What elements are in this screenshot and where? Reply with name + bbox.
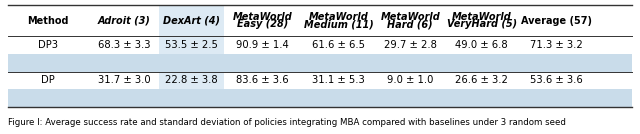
Text: 23.8 ± 1.3: 23.8 ± 1.3: [384, 93, 436, 103]
Text: 79.7 ± 0.7: 79.7 ± 0.7: [97, 58, 150, 68]
Text: 68.3 ± 3.3: 68.3 ± 3.3: [98, 40, 150, 50]
Text: MetaWorld: MetaWorld: [452, 12, 511, 22]
Text: MetaWorld: MetaWorld: [380, 12, 440, 22]
Text: Easy (28): Easy (28): [237, 19, 288, 29]
Text: 29.7 ± 2.8: 29.7 ± 2.8: [384, 40, 436, 50]
Text: 64.0 ± 3.0: 64.0 ± 3.0: [98, 93, 150, 103]
Text: Adroit (3): Adroit (3): [97, 16, 150, 26]
Text: 84.9 ± 1.2: 84.9 ± 1.2: [236, 93, 289, 103]
Text: 79.8 ± 1.2: 79.8 ± 1.2: [455, 93, 508, 103]
Text: DP w. MBA: DP w. MBA: [22, 93, 75, 103]
Text: 31.7 ± 3.0: 31.7 ± 3.0: [97, 75, 150, 85]
Text: 67.8 ± 2.0: 67.8 ± 2.0: [531, 93, 583, 103]
Text: MetaWorld: MetaWorld: [233, 12, 292, 22]
Text: 53.6 ± 3.6: 53.6 ± 3.6: [531, 75, 583, 85]
Text: 57.8 ± 4.4: 57.8 ± 4.4: [312, 93, 365, 103]
Text: VeryHard (5): VeryHard (5): [447, 19, 517, 29]
Text: Method: Method: [28, 16, 69, 26]
Text: 52.3 ± 2.8: 52.3 ± 2.8: [165, 58, 218, 68]
Text: DP3: DP3: [38, 40, 58, 50]
Text: 9.0 ± 1.0: 9.0 ± 1.0: [387, 75, 433, 85]
Text: 86.8 ± 1.6: 86.8 ± 1.6: [456, 58, 508, 68]
Text: 92.5 ± 1.1: 92.5 ± 1.1: [236, 58, 289, 68]
Text: 90.9 ± 1.4: 90.9 ± 1.4: [236, 40, 289, 50]
Text: DexArt (4): DexArt (4): [163, 16, 220, 26]
Text: DP3 w. MBA: DP3 w. MBA: [19, 58, 78, 68]
Text: DP: DP: [42, 75, 55, 85]
Text: MetaWorld: MetaWorld: [309, 12, 369, 22]
Text: 53.5 ± 2.5: 53.5 ± 2.5: [165, 40, 218, 50]
Text: Figure I: Average success rate and standard deviation of policies integrating MB: Figure I: Average success rate and stand…: [8, 118, 566, 127]
Text: Hard (6): Hard (6): [387, 19, 433, 29]
Text: 66.4 ± 6.1: 66.4 ± 6.1: [312, 58, 365, 68]
Text: 29.0 ± 2.5: 29.0 ± 2.5: [165, 93, 218, 103]
Text: 31.1 ± 5.3: 31.1 ± 5.3: [312, 75, 365, 85]
Text: 61.6 ± 6.5: 61.6 ± 6.5: [312, 40, 365, 50]
Text: Medium (11): Medium (11): [304, 19, 374, 29]
Text: 83.6 ± 3.6: 83.6 ± 3.6: [236, 75, 289, 85]
Text: 71.3 ± 3.2: 71.3 ± 3.2: [531, 40, 583, 50]
Text: 49.0 ± 6.8: 49.0 ± 6.8: [456, 40, 508, 50]
Text: Average (57): Average (57): [521, 16, 592, 26]
Text: 26.6 ± 3.2: 26.6 ± 3.2: [455, 75, 508, 85]
Text: 77.5 ± 2.2: 77.5 ± 2.2: [530, 58, 583, 68]
Text: 22.8 ± 3.8: 22.8 ± 3.8: [165, 75, 218, 85]
Text: 36.2 ± 1.2: 36.2 ± 1.2: [384, 58, 436, 68]
